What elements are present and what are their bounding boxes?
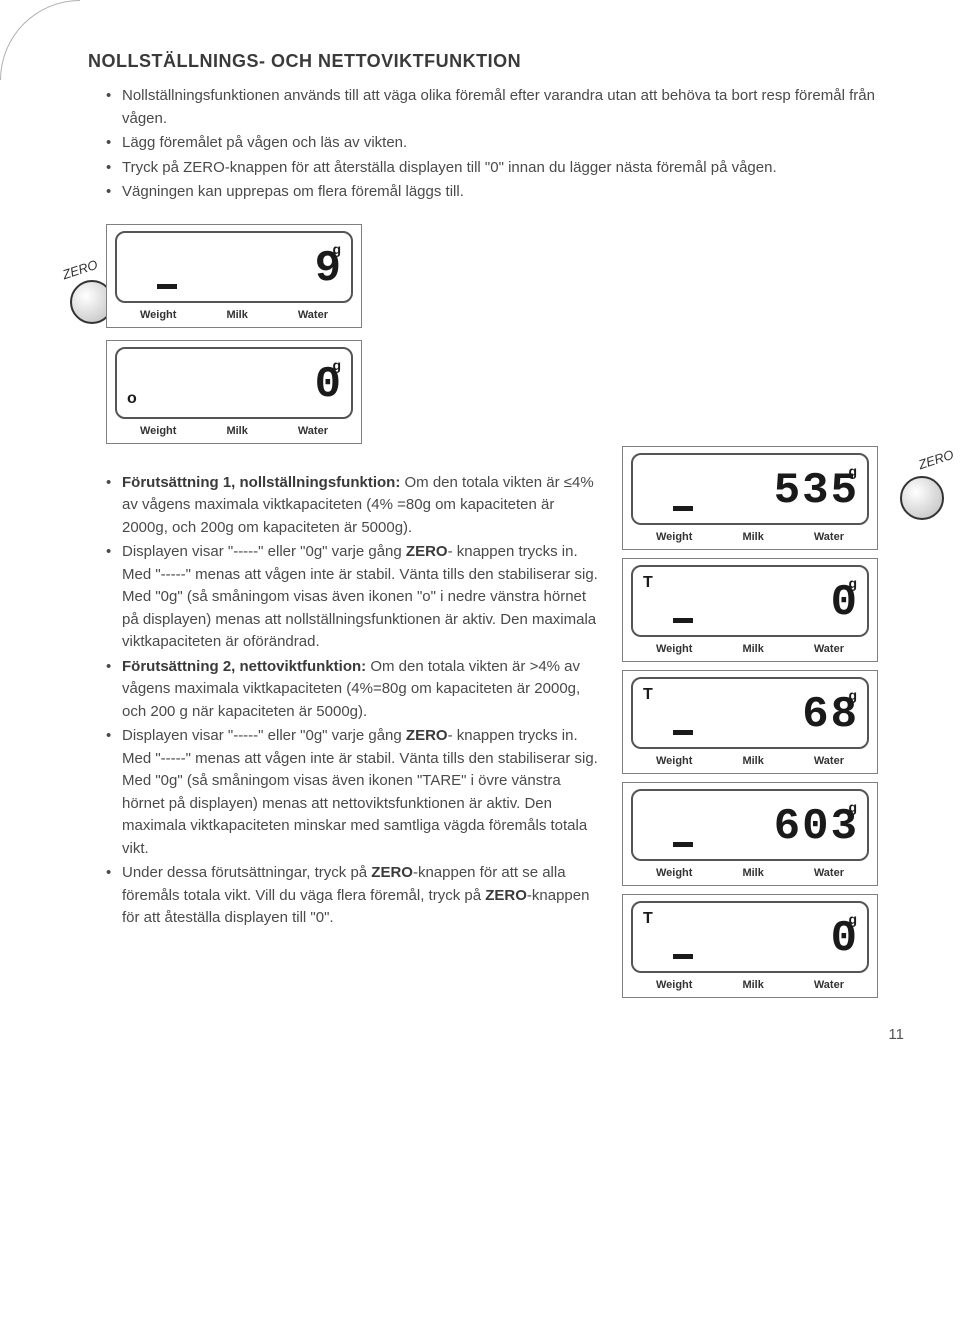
list-bold: ZERO [406,543,448,560]
lcd-unit: g [848,461,857,482]
lcd-display: g 535 Weight Milk Water [622,446,878,550]
list-lead-bold: Förutsättning 2, nettoviktfunktion: [122,658,366,675]
lcd-dash-icon [673,954,693,959]
lcd-mode-labels: Weight Milk Water [631,641,869,658]
lcd-display: g 603 Weight Milk Water [622,782,878,886]
list-text: Displayen visar "-----" eller "0g" varje… [122,543,406,560]
list-item: Displayen visar "-----" eller "0g" varje… [106,541,602,654]
lcd-display: g 9 Weight Milk Water [106,224,362,328]
lcd-mode-labels: Weight Milk Water [115,307,353,324]
body-list: Förutsättning 1, nollställningsfunktion:… [88,472,602,930]
lcd-unit: g [848,685,857,706]
lcd-mode-labels: Weight Milk Water [631,753,869,770]
lcd-mode-labels: Weight Milk Water [115,423,353,440]
lcd-display: g o 0 Weight Milk Water [106,340,362,444]
list-item: Förutsättning 1, nollställningsfunktion:… [106,472,602,540]
lcd-unit: g [848,573,857,594]
lcd-display: g T 68 Weight Milk Water [622,670,878,774]
zero-button-label: ZERO [916,444,956,474]
list-item: Nollställningsfunktionen används till at… [106,85,904,130]
list-item: Vägningen kan upprepas om flera föremål … [106,181,904,204]
list-item: Displayen visar "-----" eller "0g" varje… [106,725,602,860]
list-item: Lägg föremålet på vågen och läs av vikte… [106,132,904,155]
lcd-label-weight: Weight [656,753,692,770]
list-text: - knappen trycks in. Med "-----" menas a… [122,727,598,857]
lcd-group-top: ZERO g 9 Weight Milk Water g o 0 Weight … [106,224,386,444]
lcd-label-weight: Weight [656,865,692,882]
lcd-label-milk: Milk [742,977,763,994]
lcd-unit: g [332,239,341,260]
lcd-label-water: Water [298,423,328,440]
lcd-t-icon: T [643,907,653,931]
lcd-label-weight: Weight [656,977,692,994]
lcd-label-weight: Weight [656,529,692,546]
list-item: Under dessa förutsättningar, tryck på ZE… [106,862,602,930]
lcd-screen: g T 0 [631,565,869,637]
lcd-unit: g [848,797,857,818]
list-text: Under dessa förutsättningar, tryck på [122,864,371,881]
intro-list: Nollställningsfunktionen används till at… [88,85,904,204]
lcd-screen: g 9 [115,231,353,303]
lcd-dash-icon [673,506,693,511]
lcd-t-icon: T [643,571,653,595]
lcd-dash-icon [673,842,693,847]
lcd-screen: g 603 [631,789,869,861]
lcd-label-water: Water [814,529,844,546]
lcd-mode-labels: Weight Milk Water [631,865,869,882]
lcd-label-water: Water [814,641,844,658]
page-number: 11 [88,1024,904,1047]
lcd-label-milk: Milk [226,307,247,324]
lcd-label-weight: Weight [140,423,176,440]
lcd-screen: g T 0 [631,901,869,973]
list-item: Förutsättning 2, nettoviktfunktion: Om d… [106,656,602,724]
lcd-o-icon: o [127,387,137,411]
lcd-value: 603 [774,805,859,849]
page-corner-arc [0,0,80,80]
list-lead-bold: Förutsättning 1, nollställningsfunktion: [122,474,400,491]
list-bold: ZERO [485,887,527,904]
lcd-unit: g [332,355,341,376]
lcd-group-right: ZERO g 535 Weight Milk Water g T 0 Weig [622,446,904,1006]
lcd-screen: g 535 [631,453,869,525]
lcd-t-icon: T [643,683,653,707]
lcd-label-water: Water [814,977,844,994]
lcd-label-weight: Weight [140,307,176,324]
lcd-value: 535 [774,469,859,513]
lcd-label-milk: Milk [742,529,763,546]
list-bold: ZERO [406,727,448,744]
lcd-label-weight: Weight [656,641,692,658]
list-item: Tryck på ZERO-knappen för att återställa… [106,157,904,180]
lcd-display: g T 0 Weight Milk Water [622,558,878,662]
lcd-display: g T 0 Weight Milk Water [622,894,878,998]
lcd-label-milk: Milk [226,423,247,440]
lcd-label-water: Water [814,865,844,882]
zero-button-icon [900,476,944,520]
lcd-label-milk: Milk [742,753,763,770]
lcd-label-milk: Milk [742,865,763,882]
lcd-screen: g T 68 [631,677,869,749]
lcd-dash-icon [673,730,693,735]
lcd-dash-icon [157,284,177,289]
lcd-label-water: Water [814,753,844,770]
lcd-label-water: Water [298,307,328,324]
lcd-mode-labels: Weight Milk Water [631,529,869,546]
lcd-dash-icon [673,618,693,623]
lcd-unit: g [848,909,857,930]
list-text: Displayen visar "-----" eller "0g" varje… [122,727,406,744]
lcd-label-milk: Milk [742,641,763,658]
lcd-screen: g o 0 [115,347,353,419]
lcd-mode-labels: Weight Milk Water [631,977,869,994]
list-bold: ZERO [371,864,413,881]
page-heading: NOLLSTÄLLNINGS- OCH NETTOVIKTFUNKTION [88,48,904,75]
